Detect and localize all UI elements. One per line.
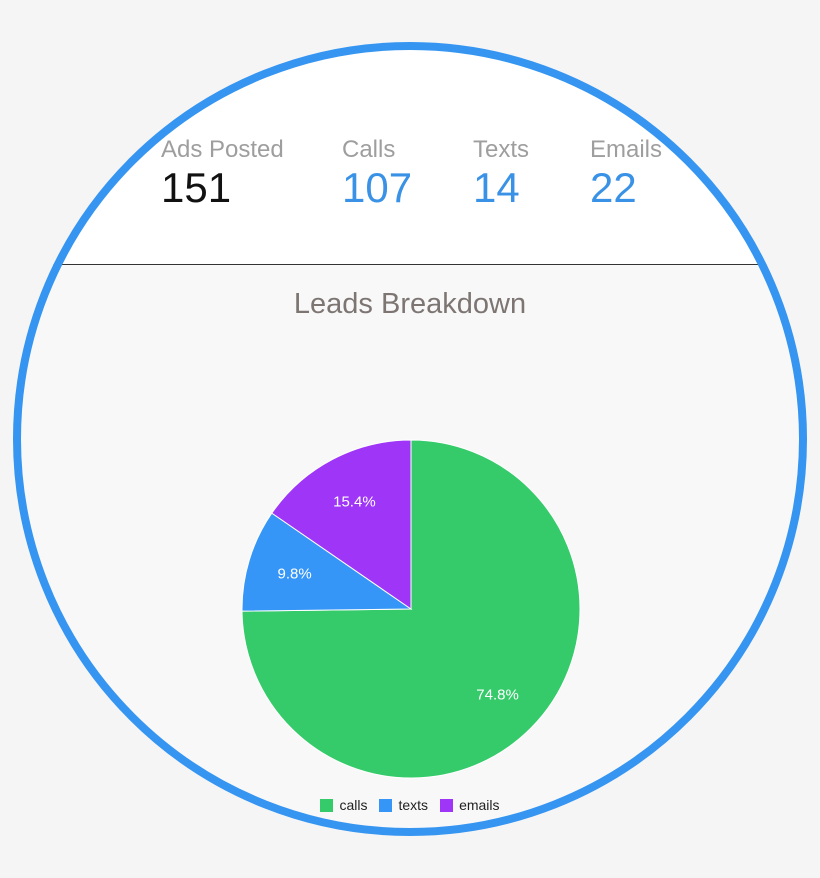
stat-label: Texts (473, 136, 530, 163)
pie-label-calls: 74.8% (476, 686, 519, 703)
stat-calls: Calls 107 (342, 136, 412, 212)
stat-label: Emails (590, 136, 663, 163)
legend-item-emails[interactable]: emails (440, 797, 500, 813)
stat-label: Ads Posted (161, 136, 284, 163)
stat-emails: Emails 22 (590, 136, 662, 212)
legend-label: texts (398, 797, 429, 813)
legend-label: emails (459, 797, 500, 813)
stat-value: 22 (590, 164, 637, 211)
chart-title: Leads Breakdown (293, 288, 527, 320)
stat-texts: Texts 14 (473, 136, 529, 212)
legend-swatch (440, 798, 454, 812)
pie-label-emails: 15.4% (333, 493, 376, 510)
stat-ads-posted: Ads Posted 151 (161, 136, 284, 212)
pie-slice-texts[interactable] (241, 512, 413, 612)
stat-value: 107 (342, 164, 413, 211)
legend-item-calls[interactable]: calls (320, 797, 367, 813)
stat-value: 151 (161, 164, 232, 211)
legend-item-texts[interactable]: texts (379, 797, 428, 813)
legend-swatch (320, 798, 334, 812)
chart-legend: calls texts emails (0, 797, 820, 813)
legend-swatch (379, 798, 393, 812)
legend-label: calls (339, 797, 368, 813)
pie-label-texts: 9.8% (277, 566, 311, 583)
pie-slice-emails[interactable] (271, 439, 412, 610)
pie-slice-calls[interactable] (241, 439, 581, 779)
stat-value: 14 (473, 164, 520, 211)
stat-label: Calls (342, 136, 396, 163)
